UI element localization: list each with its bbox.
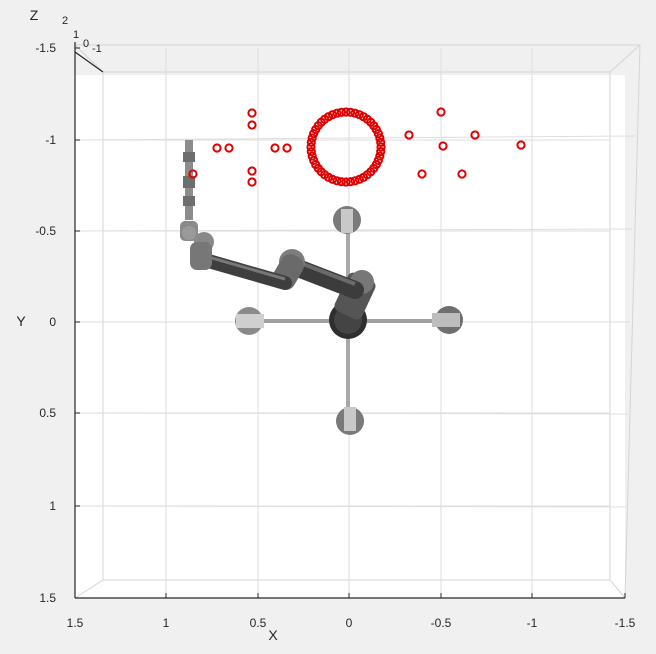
- target-marker: [247, 108, 257, 118]
- y-tick-label: 1: [49, 499, 56, 513]
- x-tick-label: 0: [346, 616, 353, 630]
- target-marker: [457, 169, 467, 179]
- target-marker: [376, 146, 386, 157]
- target-marker: [373, 129, 383, 139]
- y-tick-label: 1.5: [39, 591, 56, 605]
- target-marker: [306, 142, 316, 152]
- x-axis-label: X: [268, 627, 278, 643]
- target-marker: [375, 151, 385, 161]
- target-marker: [332, 108, 342, 118]
- z-axis-label: Z: [30, 7, 39, 23]
- base-foot-left: [235, 307, 264, 335]
- y-tick-label: -1.5: [35, 41, 56, 55]
- y-tick-label: 0.5: [39, 406, 56, 420]
- target-marker: [270, 143, 280, 153]
- target-marker: [306, 146, 316, 157]
- target-marker: [354, 174, 364, 184]
- target-marker: [404, 130, 414, 140]
- target-marker: [306, 137, 316, 148]
- target-marker: [341, 107, 351, 117]
- target-marker: [336, 177, 347, 187]
- target-marker: [345, 177, 356, 187]
- z-tick-labels: 2 -1 0 1: [62, 15, 102, 55]
- target-markers: [188, 107, 526, 187]
- x-tick-label: -0.5: [431, 616, 452, 630]
- y-tick-labels: -1.5 -1 -0.5 0 0.5 1 1.5: [35, 41, 56, 605]
- base-foot-bottom: [336, 407, 364, 435]
- base-foot-top: [333, 206, 361, 234]
- target-marker: [307, 151, 317, 161]
- target-marker: [247, 120, 257, 130]
- target-marker: [188, 169, 198, 179]
- target-marker: [417, 169, 427, 179]
- z-tick-label: 1: [73, 29, 79, 41]
- target-marker: [438, 141, 448, 151]
- axes-box: [74, 44, 641, 599]
- target-marker: [516, 140, 526, 150]
- axis-lines: [74, 42, 625, 599]
- y-ticks: [75, 47, 80, 599]
- z-tick-label: -1: [92, 43, 102, 55]
- x-tick-label: 0.5: [250, 616, 267, 630]
- x-tick-label: 1: [163, 616, 170, 630]
- x-ticks: [74, 593, 626, 598]
- z-tick-label: 0: [83, 38, 89, 50]
- y-axis-label: Y: [16, 313, 26, 329]
- target-marker: [336, 107, 347, 117]
- robot-arm: [180, 140, 376, 320]
- target-marker: [375, 133, 385, 143]
- target-marker: [224, 143, 234, 153]
- target-marker: [247, 166, 257, 176]
- x-tick-labels: 1.5 1 0.5 0 -0.5 -1 -1.5: [67, 616, 636, 630]
- z-tick-label: 2: [62, 15, 68, 27]
- y-tick-label: 0: [49, 315, 56, 329]
- target-marker: [470, 130, 480, 140]
- target-marker: [247, 177, 257, 187]
- target-marker: [332, 176, 342, 186]
- x-tick-label: -1: [527, 616, 538, 630]
- target-marker: [307, 133, 317, 143]
- y-tick-label: -0.5: [35, 224, 56, 238]
- target-marker: [328, 110, 338, 120]
- y-tick-label: -1: [45, 133, 56, 147]
- target-marker: [436, 107, 446, 117]
- target-marker: [345, 107, 356, 117]
- target-marker: [282, 143, 292, 153]
- base-foot-right: [432, 306, 463, 334]
- x-tick-label: -1.5: [615, 616, 636, 630]
- x-tick-label: 1.5: [67, 616, 84, 630]
- target-marker: [212, 143, 222, 153]
- target-marker: [376, 137, 386, 148]
- target-marker: [309, 155, 319, 165]
- target-marker: [350, 176, 360, 186]
- target-marker: [350, 108, 360, 118]
- target-marker: [341, 177, 351, 187]
- target-marker: [376, 142, 386, 152]
